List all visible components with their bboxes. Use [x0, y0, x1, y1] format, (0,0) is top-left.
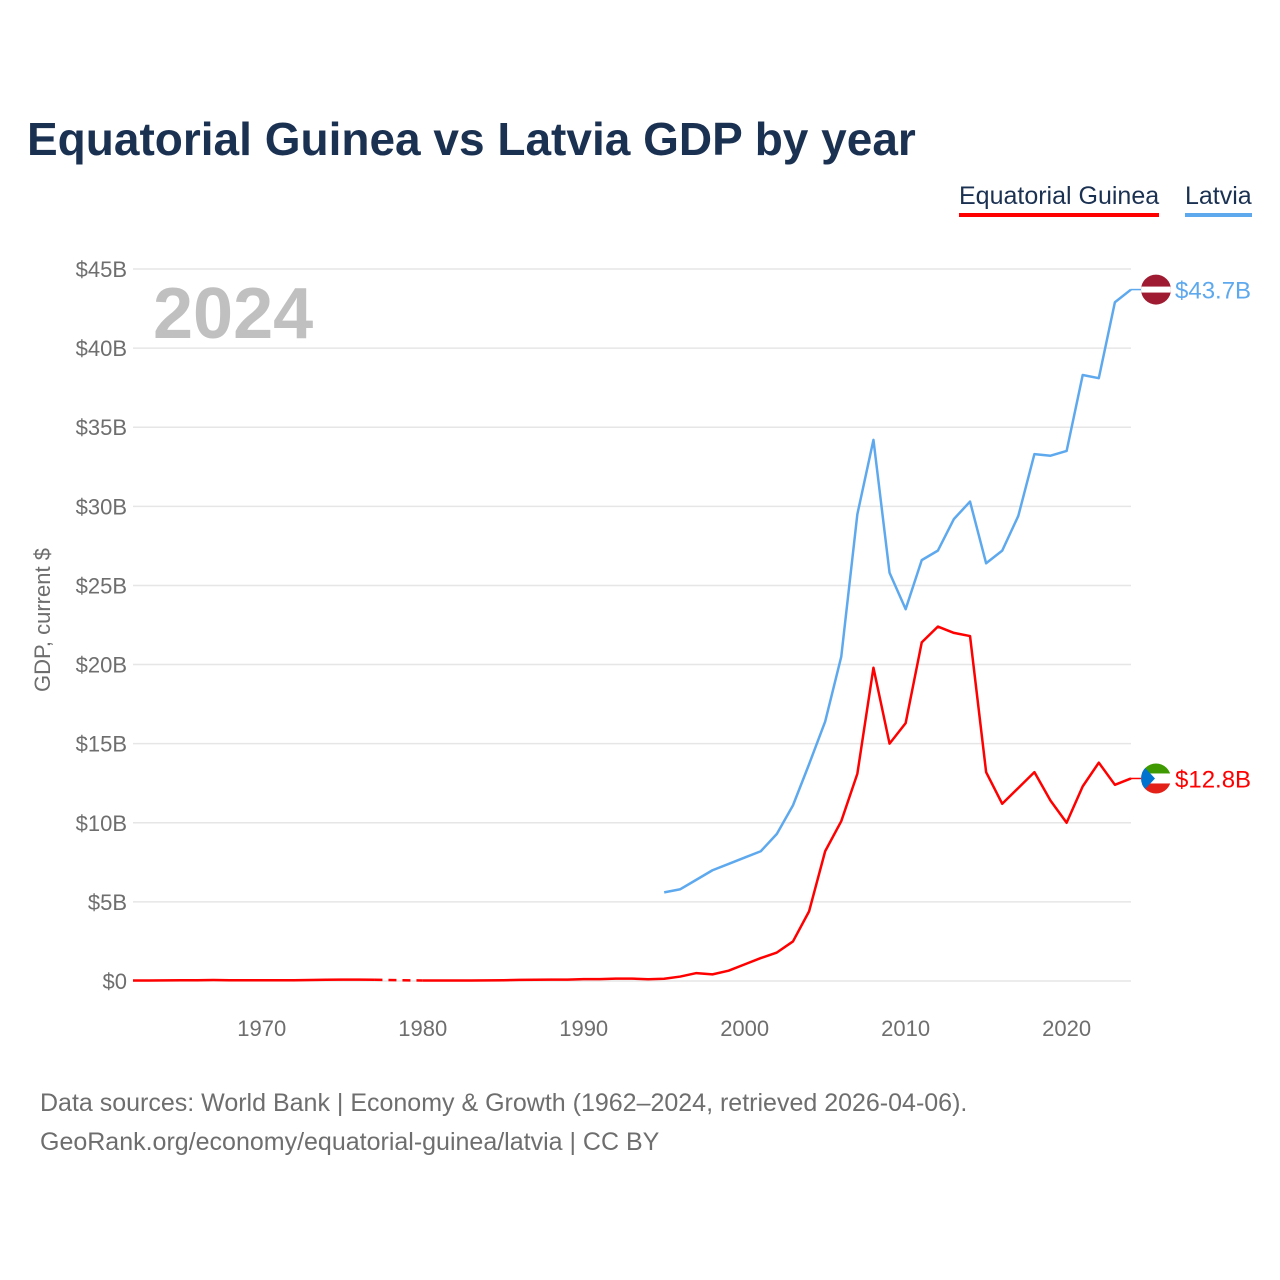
flag-red — [1141, 783, 1171, 794]
y-tick-label: $35B — [76, 415, 127, 440]
x-tick-label: 1990 — [559, 1016, 608, 1041]
y-tick-label: $5B — [88, 890, 127, 915]
chart-title: Equatorial Guinea vs Latvia GDP by year — [27, 113, 916, 165]
legend-equatorial-guinea[interactable]: Equatorial Guinea — [959, 182, 1160, 217]
latvia-flag-icon — [1141, 274, 1171, 305]
equatorial-guinea-flag-icon — [1141, 763, 1171, 794]
flag-green — [1141, 763, 1171, 774]
series-latvia-line — [663, 288, 1132, 894]
y-tick-label: $0 — [103, 969, 127, 994]
y-tick-label: $15B — [76, 732, 127, 757]
flag-white — [1141, 773, 1171, 784]
x-tick-label: 2000 — [720, 1016, 769, 1041]
x-tick-label: 2020 — [1042, 1016, 1091, 1041]
series-latvia-end-label: $43.7B — [1175, 278, 1251, 305]
source-note: Data sources: World Bank | Economy & Gro… — [40, 1084, 967, 1162]
flag-white — [1141, 286, 1171, 293]
y-axis-label: GDP, current $ — [30, 548, 55, 692]
year-label: 2024 — [153, 274, 313, 354]
x-tick-label: 1970 — [237, 1016, 286, 1041]
series-equatorial-guinea-end-label: $12.8B — [1175, 766, 1251, 793]
y-tick-label: $45B — [76, 257, 127, 282]
x-tick-label: 2010 — [881, 1016, 930, 1041]
flag-body — [1141, 274, 1171, 305]
series-equatorial-guinea-line — [422, 625, 1132, 982]
source-line-2[interactable]: GeoRank.org/economy/equatorial-guinea/la… — [40, 1128, 660, 1156]
legend-latvia[interactable]: Latvia — [1185, 182, 1252, 217]
line-chart: $0 $5B $10B $15B $20B $25B $30B $35B $40B $45B 197… — [30, 257, 1251, 1041]
series-equatorial-guinea-line — [133, 978, 375, 982]
y-tick-label: $20B — [76, 653, 127, 678]
y-tick-label: $40B — [76, 336, 127, 361]
x-tick-label: 1980 — [398, 1016, 447, 1041]
y-tick-label: $25B — [76, 573, 127, 598]
source-line-1: Data sources: World Bank | Economy & Gro… — [40, 1089, 968, 1117]
y-tick-label: $10B — [76, 811, 127, 836]
y-tick-label: $30B — [76, 494, 127, 519]
flag-blue-triangle — [1141, 763, 1155, 794]
